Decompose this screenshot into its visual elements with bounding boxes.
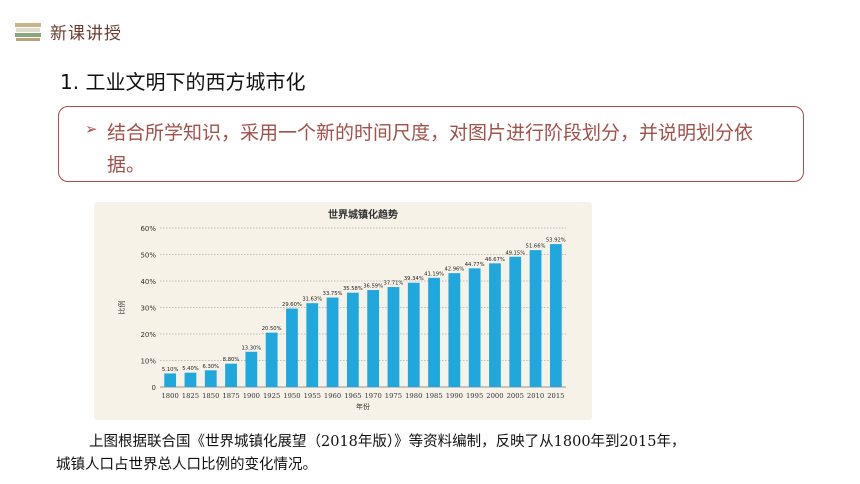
x-tick-label: 1965 [344,392,361,400]
chart-panel: 世界城镇化趋势 0 10% 20% 30% 40% 50% 60% 5.10% 1800 5.40%… [94,202,592,420]
x-tick-label: 2000 [486,392,503,400]
x-tick-label: 1950 [283,392,300,400]
y-tick-label: 40% [140,278,156,286]
caption: 上图根据联合国《世界城镇化展望（2018年版）》等资料编制，反映了从1800年到… [56,431,816,477]
y-axis-label: 比例 [117,301,126,315]
y-tick-label: 0 [152,384,156,392]
y-tick-label: 50% [140,252,156,260]
task-text: 结合所学知识，采用一个新的时间尺度，对图片进行阶段划分，并说明划分依据。 [107,122,754,176]
x-tick-label: 1875 [222,392,239,400]
bar [265,332,278,387]
x-tick-label: 1825 [182,392,199,400]
x-tick-label: 1800 [161,392,178,400]
header-label: 新课讲授 [50,23,122,44]
bar [367,290,380,387]
bar [326,297,339,387]
y-tick-label: 30% [140,305,156,313]
data-label: 29.60% [282,302,302,308]
bar [448,273,461,387]
data-label: 33.75% [323,291,343,297]
bar [286,308,298,387]
bullet-arrow-icon: ➢ [85,120,98,138]
x-tick-label: 1955 [304,392,321,400]
x-axis-label: 年份 [356,402,370,411]
data-label: 42.96% [444,267,464,273]
data-label: 6.30% [203,364,220,370]
x-tick-label: 1960 [324,392,341,400]
bar [306,303,319,387]
bar [407,282,420,387]
x-tick-label: 1985 [425,392,442,400]
data-label: 35.58% [343,286,363,292]
data-label: 5.40% [182,366,199,372]
data-label: 44.77% [465,262,485,268]
bar [549,244,562,387]
data-label: 36.59% [363,284,383,290]
x-tick-label: 1980 [405,392,422,400]
data-label: 31.63% [302,297,322,303]
caption-line-1: 上图根据联合国《世界城镇化展望（2018年版）》等资料编制，反映了从1800年到… [89,434,686,450]
data-label: 49.15% [505,250,525,256]
x-tick-label: 1990 [446,392,463,400]
section-title: 1. 工业文明下的西方城市化 [60,70,306,94]
bar [387,287,400,387]
bar [468,268,481,387]
data-label: 39.34% [404,276,424,282]
books-icon [15,23,41,41]
bar [509,256,522,387]
bar [428,277,440,387]
x-tick-label: 1925 [263,392,280,400]
x-tick-label: 2015 [547,392,564,400]
y-tick-label: 60% [140,225,156,233]
data-label: 8.80% [223,357,240,363]
bar [346,292,359,387]
x-tick-label: 1900 [243,392,260,400]
task-box: ➢ 结合所学知识，采用一个新的时间尺度，对图片进行阶段划分，并说明划分依据。 [58,106,804,182]
urbanization-chart: 世界城镇化趋势 0 10% 20% 30% 40% 50% 60% 5.10% 1800 5.40%… [117,208,566,411]
x-tick-label: 2005 [507,392,524,400]
bar [164,373,177,387]
data-label: 37.71% [384,281,404,287]
x-tick-label: 1850 [202,392,219,400]
bar [489,263,501,387]
bar [245,351,258,387]
bar [225,363,237,387]
data-label: 41.19% [424,271,444,277]
y-tick-label: 20% [140,331,156,339]
data-label: 53.92% [546,238,566,244]
x-tick-label: 1970 [364,392,381,400]
bar [529,250,542,387]
x-tick-label: 1995 [466,392,483,400]
x-tick-label: 2010 [527,392,544,400]
section-header: 新课讲授 [14,18,122,44]
chart-title: 世界城镇化趋势 [328,208,398,221]
caption-line-2: 城镇人口占世界总人口比例的变化情况。 [56,457,317,473]
data-label: 20.50% [262,326,282,332]
bar [204,370,217,387]
y-tick-label: 10% [140,358,156,366]
data-label: 51.66% [526,244,546,250]
data-label: 46.67% [485,257,505,263]
data-label: 13.30% [241,345,261,351]
data-label: 5.10% [162,367,179,373]
bar [184,372,197,387]
x-tick-label: 1975 [385,392,402,400]
